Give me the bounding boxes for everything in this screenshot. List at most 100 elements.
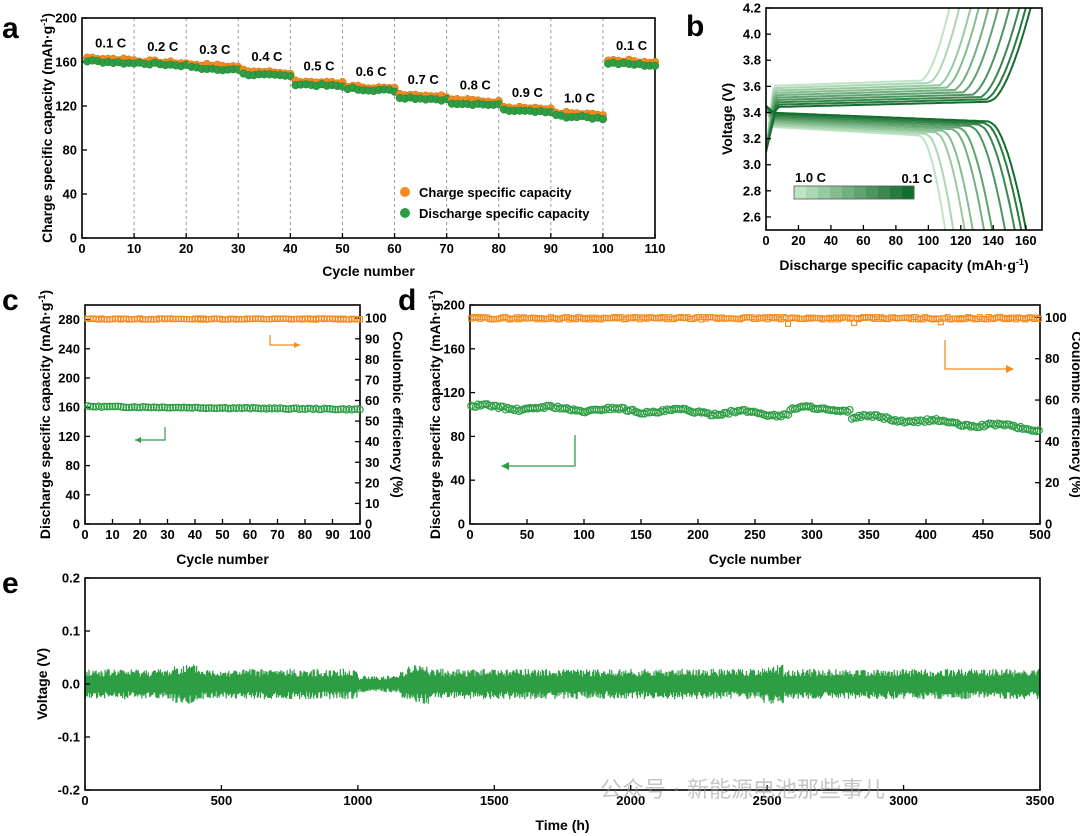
panel-d-capacity-arrowhead <box>501 462 509 470</box>
panel-a-rate-label-0: 0.1 C <box>95 36 127 51</box>
panel-c-xtick-label-3: 30 <box>160 527 174 542</box>
panel-a-xtick-label-2: 20 <box>179 241 193 256</box>
panel-label-e: e <box>2 567 19 600</box>
panel-c-capacity-point <box>336 405 345 413</box>
panel-c-ce-point <box>356 316 364 323</box>
panel-c-capacity-point <box>103 402 111 411</box>
panel-e-xtick-label-1: 500 <box>211 793 233 808</box>
panel-a-rate-label-9: 1.0 C <box>564 91 596 106</box>
panel-a-rate-label-10: 0.1 C <box>616 38 648 53</box>
panel-a-xtick-label-10: 100 <box>592 241 614 256</box>
panel-c-capacity-point <box>240 403 249 412</box>
panel-d: 0 50 100 150 200 250 300 350 400 450 5000408012016… <box>427 290 1080 567</box>
panel-c-capacity-point <box>89 402 98 411</box>
panel-b-xtick-label-2: 40 <box>824 233 838 248</box>
panel-d-y2label: Coulombic efficiency (%) <box>1069 331 1080 497</box>
panel-c-ce-arrowhead <box>294 342 300 348</box>
panel-c-ce-axis-arrow <box>269 335 300 346</box>
panel-c-y2label: Coulombic efficiency (%) <box>390 331 406 497</box>
panel-a-rate-label-8: 0.9 C <box>512 85 544 100</box>
panel-c-ytick-label-0: 0 <box>73 517 80 532</box>
panel-c-capacity-point <box>185 403 194 412</box>
panel-c-capacity-point <box>174 403 183 412</box>
panel-d-capacity-point <box>1016 422 1025 431</box>
panel-b-charge-curve-10C <box>766 8 951 152</box>
panel-c-capacity-point <box>251 404 260 412</box>
panel-c-ytick-label-2: 80 <box>66 458 80 473</box>
panel-c-y2tick-label-5: 50 <box>365 414 379 429</box>
panel-d-y2tick-label-1: 20 <box>1045 475 1059 490</box>
panel-e-xlabel: Time (h) <box>535 817 589 833</box>
panel-c-capacity-arrowhead <box>135 437 141 443</box>
panel-c-capacity-point <box>328 405 337 414</box>
panel-c-capacity-point <box>281 405 290 413</box>
panel-c-capacity-point <box>169 403 177 412</box>
panel-d-capacity-point <box>1034 426 1043 435</box>
panel-a-rate-label-4: 0.5 C <box>303 59 335 74</box>
panel-d-xtick-label-8: 400 <box>915 527 937 542</box>
panel-b-discharge-curve-08C <box>766 105 966 230</box>
panel-c-capacity-point <box>147 403 155 412</box>
panel-d-capacity-point <box>779 410 788 419</box>
panel-label-c: c <box>2 284 19 317</box>
panel-d-xtick-label-9: 450 <box>972 527 994 542</box>
panel-c-capacity-point <box>144 403 153 412</box>
panel-e-xtick-label-5: 2500 <box>753 793 782 808</box>
panel-e-xtick-label-0: 0 <box>81 793 88 808</box>
panel-d-y2tick-label-4: 80 <box>1045 351 1059 366</box>
panel-d-y2tick-label-2: 40 <box>1045 434 1059 449</box>
panel-c-capacity-point <box>177 404 186 412</box>
panel-c-ytick-label-7: 280 <box>58 312 80 327</box>
panel-b-charge-curve-01C <box>766 8 1032 152</box>
panel-d-xtick-label-10: 500 <box>1029 527 1051 542</box>
panel-b-colorbar-swatch <box>818 186 831 199</box>
panel-d-capacity-point <box>852 413 861 422</box>
panel-c-ytick-label-5: 200 <box>58 371 80 386</box>
panel-e-ytick-label-4: 0.2 <box>62 571 80 586</box>
panel-b-discharge-curve-05C <box>766 105 994 230</box>
panel-c-capacity-point <box>287 404 296 413</box>
panel-a-discharge-point <box>598 115 607 124</box>
panel-a-xlabel: Cycle number <box>322 263 415 279</box>
panel-d-ce-axis-arrow <box>944 340 1010 370</box>
panel-c-capacity-point <box>171 403 180 412</box>
panel-c-capacity-point <box>279 404 287 413</box>
panel-c-capacity-point <box>254 404 263 412</box>
panel-b-charge-curve-09C <box>766 8 961 152</box>
panel-a-legend-charge-marker <box>400 187 410 197</box>
panel-c-xtick-label-9: 90 <box>325 527 339 542</box>
panel-b-xtick-label-5: 100 <box>918 233 940 248</box>
panel-c-capacity-point <box>114 402 122 411</box>
panel-c-y2tick-label-8: 80 <box>365 352 379 367</box>
panel-b-ytick-label-5: 3.6 <box>743 79 761 94</box>
panel-a-rate-label-3: 0.4 C <box>251 49 283 64</box>
panel-c-capacity-point <box>166 403 175 412</box>
panel-a-xtick-label-7: 70 <box>439 241 453 256</box>
panel-c-capacity-point <box>320 404 329 413</box>
panel-c-y2tick-label-6: 60 <box>365 393 379 408</box>
panel-c-capacity-point <box>122 403 131 412</box>
panel-a-rate-label-2: 0.3 C <box>199 42 231 57</box>
panel-c-capacity-point <box>229 404 238 412</box>
panel-a: 0 10 20 30 40 50 60 70 80 90 100 11004080120160200C… <box>39 11 665 280</box>
panel-c-xtick-label-4: 40 <box>188 527 202 542</box>
panel-d-xtick-label-4: 200 <box>687 527 709 542</box>
panel-c-capacity-point <box>108 402 117 411</box>
panel-a-xtick-label-3: 30 <box>231 241 245 256</box>
panel-b-colorbar-swatch <box>794 186 807 199</box>
panel-d-xtick-label-7: 350 <box>858 527 880 542</box>
panel-c: 0 10 20 30 40 50 60 70 80 90 100040801201602002402… <box>37 290 406 567</box>
panel-c-capacity-point <box>193 403 202 412</box>
panel-e-ylabel: Voltage (V) <box>34 648 50 720</box>
panel-b-colorbar-low: 1.0 C <box>795 170 827 185</box>
panel-b-colorbar-swatch <box>830 186 843 199</box>
panel-b-discharge-curve-04C <box>766 105 1007 230</box>
panel-d-capacity-point <box>629 405 638 414</box>
panel-b-ytick-label-0: 2.6 <box>743 209 761 224</box>
panel-c-capacity-point <box>325 405 334 413</box>
panel-c-capacity-point <box>149 403 158 411</box>
panel-b-xtick-label-7: 140 <box>982 233 1004 248</box>
panel-c-xtick-label-1: 10 <box>105 527 119 542</box>
panel-c-capacity-point <box>125 403 133 412</box>
